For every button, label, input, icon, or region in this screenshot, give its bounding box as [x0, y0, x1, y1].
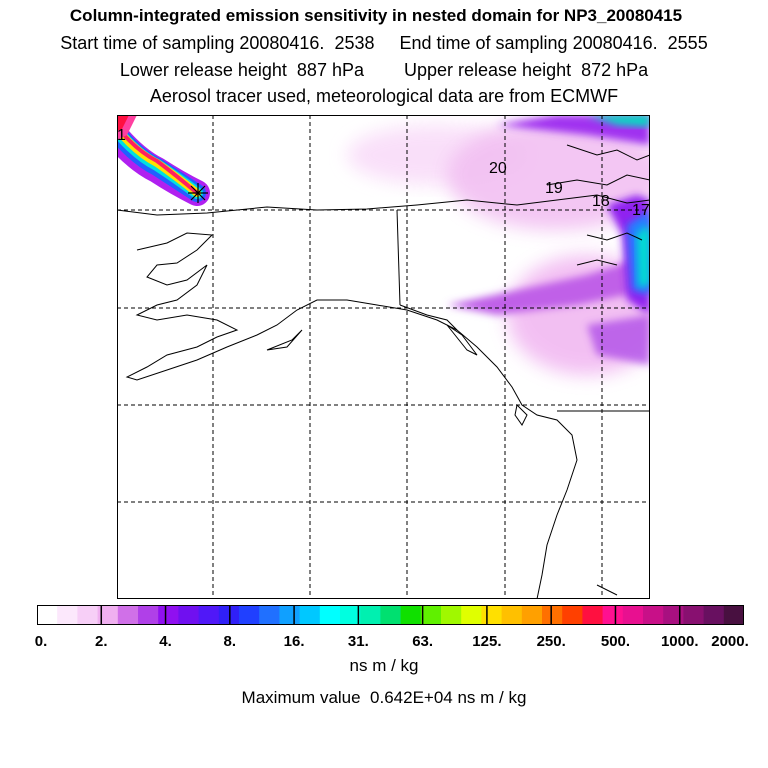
colorbar-swatch	[239, 605, 260, 625]
colorbar-tick-label: 500.	[600, 633, 631, 650]
day-label-1: 1	[117, 127, 126, 144]
colorbar-swatch	[57, 605, 78, 625]
colorbar-tick-label: 31.	[347, 633, 369, 650]
colorbar-swatch	[400, 605, 422, 625]
colorbar-swatch	[521, 605, 543, 625]
colorbar	[36, 605, 745, 625]
colorbar-swatch	[37, 605, 58, 625]
colorbar-swatch	[420, 605, 442, 625]
day-label-19: 19	[545, 180, 563, 197]
colorbar-tick-label: 250.	[536, 633, 566, 650]
colorbar-swatch	[299, 605, 321, 625]
map-panel: 1 20 19 18 17	[117, 115, 650, 599]
trajectory-plume	[117, 115, 210, 206]
colorbar-swatch	[622, 605, 644, 625]
colorbar-swatch	[542, 605, 563, 625]
colorbar-swatch	[178, 605, 200, 625]
colorbar-swatch	[340, 605, 361, 625]
colorbar-tick-label: 63.	[412, 633, 434, 650]
colorbar-border	[37, 605, 744, 625]
day-label-17: 17	[632, 202, 650, 219]
colorbar-tick-label: 0.	[34, 633, 48, 650]
colorbar-tick-label: 16.	[283, 633, 305, 650]
colorbar-swatch	[319, 605, 341, 625]
coastlines	[117, 144, 650, 599]
colorbar-swatch	[380, 605, 402, 625]
colorbar-swatch	[259, 605, 280, 625]
colorbar-swatch	[481, 605, 503, 625]
colorbar-swatch	[683, 605, 705, 625]
colorbar-tick-label: 2.	[95, 633, 108, 650]
colorbar-swatch	[461, 605, 482, 625]
colorbar-swatch	[279, 605, 301, 625]
colorbar-swatch	[158, 605, 179, 625]
tracer-note: Aerosol tracer used, meteorological data…	[149, 86, 619, 106]
lat-lon-grid	[117, 115, 650, 599]
colorbar-tick-label: 2000.	[711, 633, 749, 650]
maximum-value: Maximum value 0.642E+04 ns m / kg	[241, 688, 527, 707]
day-label-18: 18	[592, 193, 610, 210]
release-point-marker	[188, 183, 208, 203]
colorbar-swatch	[117, 605, 139, 625]
colorbar-swatch	[77, 605, 99, 625]
colorbar-swatch	[97, 605, 119, 625]
colorbar-swatch	[723, 605, 745, 625]
colorbar-swatch	[360, 605, 381, 625]
colorbar-tick-label: 1000.	[660, 633, 699, 650]
sampling-times: Start time of sampling 20080416. 2538 En…	[60, 33, 708, 53]
day-label-20: 20	[489, 160, 507, 177]
colorbar-swatch	[663, 605, 684, 625]
colorbar-swatch	[441, 605, 462, 625]
colorbar-swatch	[501, 605, 523, 625]
plot-title: Column-integrated emission sensitivity i…	[69, 6, 683, 25]
colorbar-swatch	[643, 605, 664, 625]
colorbar-tick-label: 125.	[472, 633, 502, 650]
colorbar-swatch	[562, 605, 583, 625]
colorbar-swatch	[198, 605, 220, 625]
colorbar-unit: ns m / kg	[349, 656, 419, 675]
release-heights: Lower release height 887 hPa Upper relea…	[119, 60, 649, 80]
sensitivity-field	[347, 115, 650, 375]
colorbar-swatch	[602, 605, 624, 625]
colorbar-swatch	[138, 605, 159, 625]
colorbar-swatch	[703, 605, 725, 625]
colorbar-swatch	[582, 605, 604, 625]
colorbar-tick-label: 8.	[223, 633, 237, 650]
colorbar-tick-label: 4.	[159, 633, 172, 650]
